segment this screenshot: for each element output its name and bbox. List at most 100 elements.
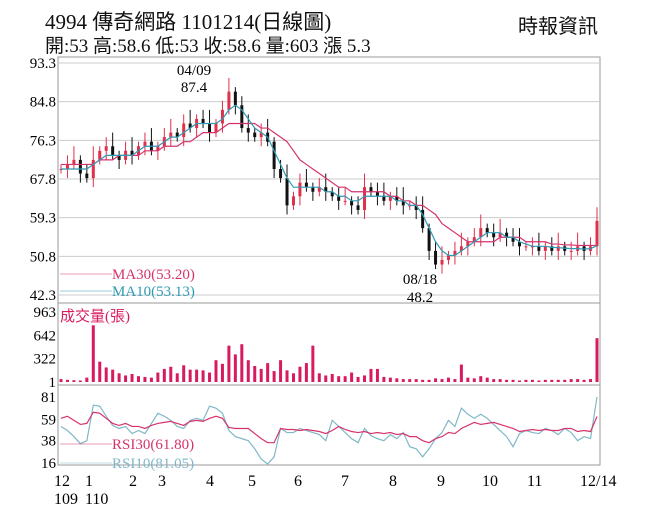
volume-bar — [201, 370, 205, 382]
ma10-line — [61, 104, 598, 257]
volume-bar — [382, 376, 386, 382]
candle — [253, 132, 257, 138]
volume-panel — [57, 302, 601, 386]
candle — [246, 128, 250, 133]
volume-bar — [304, 363, 308, 382]
volume-bar — [156, 372, 160, 382]
volume-bar — [505, 379, 509, 382]
volume-bar — [65, 379, 69, 382]
candle — [104, 146, 108, 151]
volume-bar — [556, 379, 560, 382]
candle — [421, 209, 425, 229]
volume-bar — [143, 376, 147, 382]
volume-bar — [117, 373, 121, 382]
volume-bar — [485, 377, 489, 382]
x-tick-label: 11 — [527, 473, 542, 490]
x-tick-label: 3 — [158, 473, 166, 490]
volume-bar — [72, 380, 76, 382]
candle — [479, 228, 483, 238]
candle — [214, 123, 218, 133]
volume-bar — [266, 363, 270, 382]
volume-bar — [78, 380, 82, 382]
candle — [259, 132, 263, 138]
candle — [72, 159, 76, 165]
volume-bar — [569, 379, 573, 382]
volume-bar — [479, 376, 483, 382]
volume-bar — [395, 378, 399, 382]
y-tick-label: 59.3 — [30, 211, 56, 227]
y-tick-label: 93.3 — [30, 56, 56, 72]
y-tick-label: 963 — [34, 305, 57, 321]
ohlc-summary: 開:53 高:58.6 低:53 收:58.6 量:603 漲 5.3 — [45, 36, 371, 57]
candle — [304, 182, 308, 188]
volume-bar — [130, 374, 134, 382]
candle — [375, 191, 379, 197]
volume-bar — [337, 376, 341, 382]
y-tick-label: 76.3 — [30, 133, 56, 149]
candle — [324, 187, 328, 192]
x-tick-label: 9 — [437, 473, 445, 490]
year-label: 110 — [85, 491, 108, 508]
y-tick-label: 42.3 — [30, 288, 56, 304]
volume-bar — [311, 345, 315, 382]
candle — [427, 228, 431, 251]
legend-ma30: MA30(53.20) — [112, 267, 195, 283]
x-tick-label: 12/14 — [580, 473, 616, 490]
volume-bar — [195, 369, 199, 382]
volume-bar — [59, 379, 63, 382]
candle — [401, 200, 405, 206]
volume-bar — [330, 374, 334, 382]
candle — [492, 232, 496, 238]
volume-bar — [291, 373, 295, 382]
volume-bar — [298, 366, 302, 382]
x-tick-label: 2 — [129, 473, 137, 490]
volume-bar — [324, 375, 328, 382]
candle — [569, 250, 573, 252]
volume-bar — [530, 379, 534, 382]
candle — [175, 132, 179, 138]
volume-bar — [227, 345, 231, 382]
volume-bar — [492, 379, 496, 382]
volume-bar — [434, 378, 438, 382]
volume-bar — [388, 377, 392, 382]
volume-bar — [356, 376, 360, 382]
x-tick-label: 8 — [389, 473, 397, 490]
candle — [511, 237, 515, 242]
volume-bar — [518, 380, 522, 382]
candle — [550, 246, 554, 251]
candle — [537, 246, 541, 251]
volume-bar — [111, 369, 115, 382]
volume-bar — [401, 379, 405, 382]
volume-bar — [214, 360, 218, 382]
candle — [311, 187, 315, 192]
candle — [472, 237, 476, 242]
x-tick-label: 5 — [248, 473, 256, 490]
candle — [388, 196, 392, 201]
volume-bar — [582, 379, 586, 382]
volume-bar — [369, 368, 373, 382]
candle — [395, 196, 399, 201]
volume-bar — [576, 379, 580, 382]
candle — [382, 196, 386, 201]
volume-bar — [162, 368, 166, 382]
y-tick-label: 81 — [41, 390, 56, 406]
volume-bar — [524, 379, 528, 382]
volume-bar — [472, 378, 476, 382]
candle — [337, 196, 341, 201]
candle — [233, 91, 237, 106]
volume-bar — [233, 354, 237, 382]
volume-bar — [440, 379, 444, 382]
volume-bar — [421, 379, 425, 382]
volume-bar — [595, 338, 599, 382]
candle — [369, 187, 373, 192]
candle — [356, 205, 360, 210]
volume-bar — [246, 360, 250, 382]
candle — [65, 164, 69, 169]
candle — [272, 141, 276, 169]
volume-bar — [253, 366, 257, 382]
volume-bar — [279, 360, 283, 382]
volume-bar — [220, 363, 224, 382]
year-label: 109 — [54, 491, 78, 508]
rsi10-line — [60, 396, 598, 465]
